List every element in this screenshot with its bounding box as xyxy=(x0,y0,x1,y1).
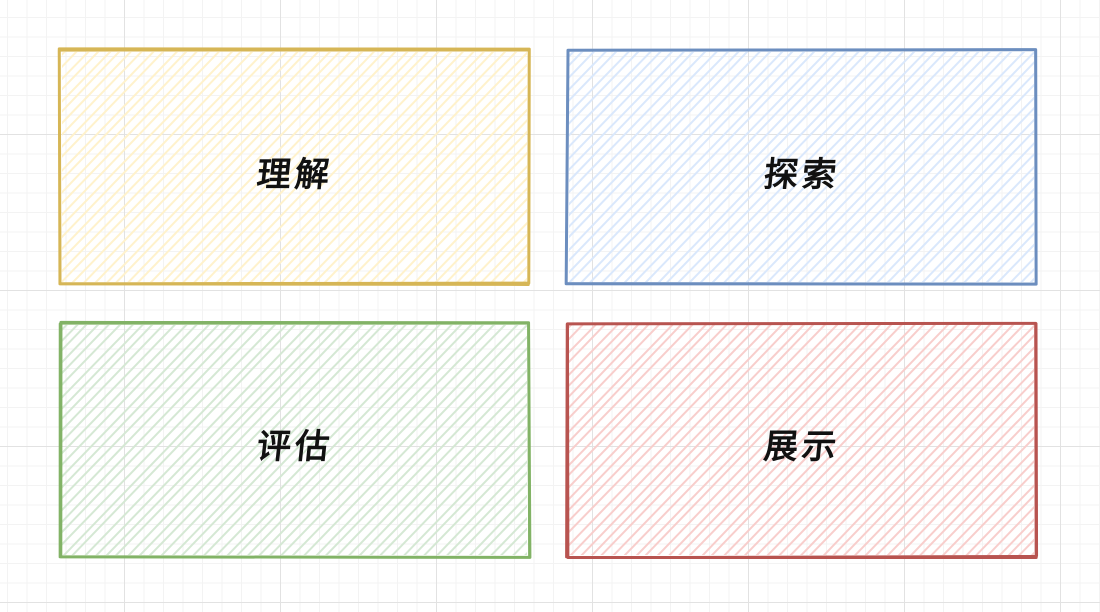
evaluate-hatch-fill xyxy=(62,325,527,555)
understand-box[interactable] xyxy=(0,46,763,288)
explore-box[interactable] xyxy=(332,46,1100,288)
evaluate-box-border xyxy=(58,322,531,559)
evaluate-box[interactable] xyxy=(0,319,765,561)
present-hatch-fill xyxy=(569,325,1034,555)
understand-label: 理解 xyxy=(254,155,336,195)
explore-hatch-fill xyxy=(569,52,1034,282)
understand-box-border xyxy=(57,49,530,286)
explore-box-border xyxy=(565,49,1038,285)
explore-label: 探索 xyxy=(761,155,843,195)
understand-hatch-fill xyxy=(62,52,527,282)
present-box-border xyxy=(565,322,1039,559)
present-box[interactable] xyxy=(332,319,1100,561)
evaluate-label: 评估 xyxy=(254,427,336,467)
present-label: 展示 xyxy=(761,427,843,467)
